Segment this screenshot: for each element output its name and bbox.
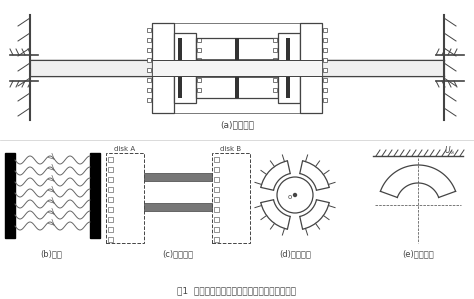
Bar: [320, 60, 444, 76]
Text: (b)拉杆: (b)拉杆: [40, 249, 62, 259]
Bar: [147, 78, 151, 82]
Bar: [197, 58, 201, 62]
Text: 图1  一维周向盘式拉杆组合转子及其动力学模块: 图1 一维周向盘式拉杆组合转子及其动力学模块: [177, 286, 297, 295]
Bar: [323, 28, 327, 32]
Bar: [147, 98, 151, 102]
Bar: [147, 88, 151, 92]
Bar: [144, 203, 212, 211]
Bar: [323, 98, 327, 102]
Text: o: o: [288, 194, 292, 200]
Bar: [147, 28, 151, 32]
Bar: [147, 68, 151, 72]
Bar: [273, 88, 277, 92]
Bar: [152, 60, 322, 76]
Bar: [108, 157, 113, 162]
Bar: [323, 88, 327, 92]
Bar: [273, 58, 277, 62]
Bar: [147, 38, 151, 42]
Bar: [273, 78, 277, 82]
Bar: [108, 197, 113, 202]
Bar: [286, 38, 290, 98]
Bar: [323, 78, 327, 82]
Bar: [147, 58, 151, 62]
Bar: [214, 217, 219, 222]
Bar: [323, 38, 327, 42]
Text: (e)推力轴承: (e)推力轴承: [402, 249, 434, 259]
Bar: [108, 177, 113, 182]
Bar: [214, 167, 219, 172]
Bar: [273, 38, 277, 42]
Bar: [214, 237, 219, 242]
Bar: [323, 58, 327, 62]
Bar: [273, 48, 277, 52]
Bar: [273, 68, 277, 72]
Bar: [108, 227, 113, 232]
Text: (a)组合转子: (a)组合转子: [220, 120, 254, 129]
Bar: [214, 197, 219, 202]
Bar: [212, 153, 250, 243]
Bar: [214, 157, 219, 162]
Bar: [106, 153, 144, 243]
Bar: [197, 68, 201, 72]
Text: (c)接触界面: (c)接触界面: [163, 249, 193, 259]
Bar: [214, 187, 219, 192]
Bar: [174, 33, 196, 103]
Bar: [214, 227, 219, 232]
Bar: [144, 173, 212, 181]
Bar: [323, 48, 327, 52]
Bar: [300, 23, 322, 113]
Bar: [197, 48, 201, 52]
Text: $U_{\infty}$: $U_{\infty}$: [444, 144, 456, 156]
Bar: [108, 237, 113, 242]
Bar: [235, 38, 239, 98]
Bar: [214, 177, 219, 182]
Bar: [108, 167, 113, 172]
Bar: [147, 48, 151, 52]
Bar: [197, 88, 201, 92]
Text: (d)径向轴承: (d)径向轴承: [279, 249, 311, 259]
Bar: [196, 59, 278, 67]
Circle shape: [293, 193, 297, 196]
Bar: [30, 60, 155, 76]
Bar: [197, 38, 201, 42]
Bar: [278, 33, 300, 103]
Bar: [197, 78, 201, 82]
Bar: [196, 69, 278, 77]
Bar: [108, 217, 113, 222]
Bar: [90, 153, 100, 238]
Bar: [108, 207, 113, 212]
Text: disk A: disk A: [114, 146, 136, 152]
Bar: [152, 23, 174, 113]
Text: disk B: disk B: [220, 146, 242, 152]
Bar: [178, 38, 182, 98]
Bar: [108, 187, 113, 192]
Bar: [323, 68, 327, 72]
Bar: [196, 38, 278, 98]
Bar: [214, 207, 219, 212]
Bar: [5, 153, 15, 238]
